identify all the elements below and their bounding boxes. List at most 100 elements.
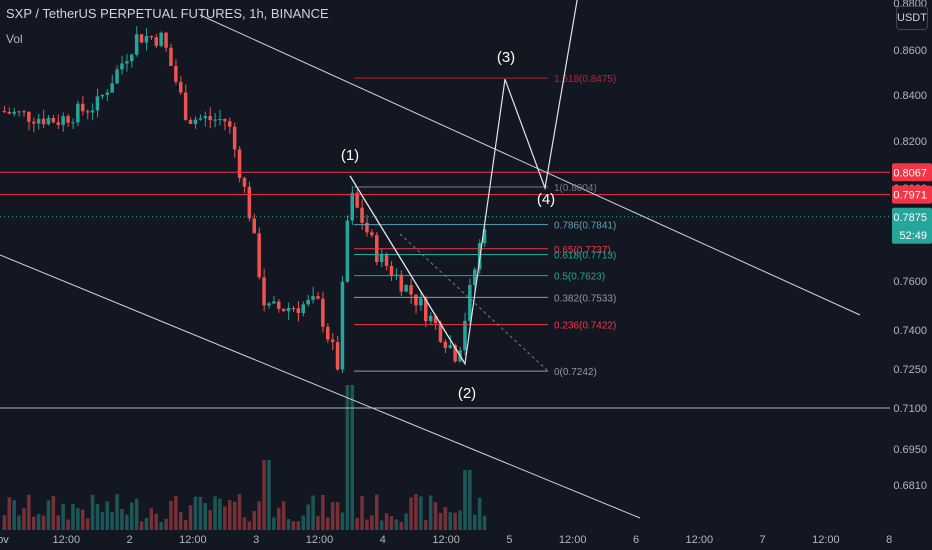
- candle-body: [335, 342, 340, 370]
- volume-bar: [105, 501, 109, 530]
- candle-body: [340, 281, 345, 370]
- volume-bar: [144, 517, 149, 530]
- time-tick-label: 8: [886, 534, 892, 546]
- volume-bar: [389, 515, 394, 530]
- volume-bar: [46, 500, 51, 530]
- fib-level-label: 0(0.7242): [554, 367, 597, 378]
- candle-body: [203, 116, 207, 119]
- volume-bar: [438, 512, 443, 530]
- candle-body: [71, 122, 75, 124]
- volume-bar: [286, 519, 291, 530]
- volume-bar: [306, 504, 310, 530]
- volume-bar: [370, 515, 374, 530]
- volume-bar: [419, 496, 423, 530]
- volume-bar: [340, 512, 345, 530]
- price-axis-background: [890, 0, 932, 550]
- candle-body: [27, 111, 31, 122]
- candle-body: [389, 266, 394, 276]
- candle-body: [56, 122, 60, 125]
- volume-bar: [257, 501, 261, 530]
- candle-body: [311, 296, 315, 300]
- candle-body: [404, 285, 408, 292]
- volume-bar: [218, 498, 222, 530]
- time-tick-label: 12:00: [559, 534, 587, 546]
- time-tick-label: ov: [0, 534, 9, 546]
- volume-bar: [71, 503, 75, 530]
- volume-bar: [330, 502, 335, 530]
- candle-body: [306, 299, 310, 305]
- volume-bar: [281, 501, 286, 530]
- price-tick-label: 0.8200: [893, 136, 927, 148]
- volume-bar: [223, 506, 227, 530]
- candle-body: [326, 326, 330, 340]
- time-tick-label: 4: [380, 534, 386, 546]
- candle-body: [105, 92, 109, 95]
- candle-body: [419, 298, 423, 306]
- candle-body: [51, 118, 56, 123]
- candle-body: [85, 111, 90, 113]
- volume-bar: [32, 516, 36, 530]
- channel-upper-line: [199, 14, 861, 316]
- volume-bar: [326, 517, 330, 530]
- wave-1-2-segment: [349, 175, 466, 365]
- candle-body: [149, 36, 154, 38]
- fib-level-label: 1.618(0.8475): [554, 74, 616, 85]
- volume-bar: [350, 385, 354, 530]
- candle-body: [183, 92, 188, 120]
- volume-bar: [183, 520, 188, 530]
- fib-level-label: 1(0.8004): [554, 183, 597, 194]
- price-tick-label: 0.8800: [893, 0, 927, 10]
- candle-body: [169, 47, 173, 66]
- symbol-title: SXP / TetherUS PERPETUAL FUTURES, 1h, BI…: [6, 6, 329, 21]
- candle-body: [463, 320, 467, 351]
- candle-body: [262, 277, 266, 306]
- volume-bar: [193, 496, 198, 530]
- candle-body: [443, 341, 448, 348]
- candle-body: [90, 110, 95, 113]
- candle-body: [208, 116, 212, 121]
- candle-body: [473, 269, 477, 285]
- candle-body: [272, 301, 276, 304]
- volume-bar: [355, 518, 359, 530]
- candle-body: [22, 111, 26, 113]
- volume-bar: [384, 513, 389, 530]
- candle-body: [424, 298, 428, 322]
- volume-bar: [468, 470, 472, 530]
- time-tick-label: 6: [633, 534, 639, 546]
- fib-level-label: 0.236(0.7422): [554, 321, 616, 332]
- candle-body: [139, 34, 144, 43]
- level-price-tag: [892, 185, 932, 204]
- currency-unit-button[interactable]: USDT: [896, 6, 928, 30]
- candle-body: [277, 301, 281, 309]
- volume-bar: [149, 508, 154, 530]
- candle-body: [242, 178, 247, 187]
- time-tick-label: 12:00: [306, 534, 334, 546]
- candle-body: [286, 307, 291, 312]
- candle-body: [188, 119, 193, 124]
- time-tick-label: 12:00: [432, 534, 460, 546]
- candle-body: [316, 296, 320, 299]
- price-tick-label: 0.7400: [893, 325, 927, 337]
- volume-bar: [115, 494, 119, 530]
- candle-body: [365, 222, 369, 233]
- volume-bar: [154, 513, 158, 530]
- candle-body: [134, 34, 139, 55]
- volume-bar: [61, 503, 65, 530]
- candle-body: [384, 253, 389, 267]
- price-tick-label: 0.7250: [893, 364, 927, 376]
- volume-bar: [242, 517, 247, 530]
- volume-bar: [22, 508, 26, 530]
- fib-level-label: 0.65(0.7737): [554, 245, 611, 256]
- volume-bar: [203, 503, 207, 530]
- volume-bar: [169, 500, 173, 530]
- candle-body: [174, 65, 178, 82]
- candle-body: [482, 229, 487, 244]
- volume-bar: [301, 515, 305, 530]
- current-price-tag: [892, 207, 932, 244]
- volume-bar: [2, 515, 7, 530]
- volume-bar: [41, 515, 46, 530]
- volume-bar: [463, 470, 467, 530]
- volume-bar: [291, 521, 296, 530]
